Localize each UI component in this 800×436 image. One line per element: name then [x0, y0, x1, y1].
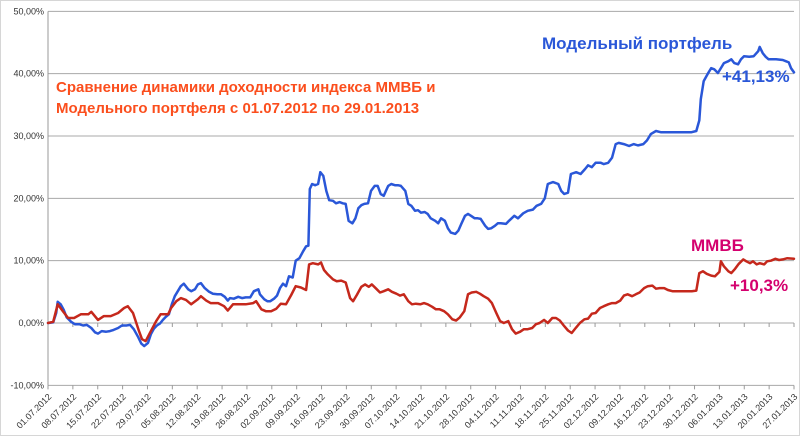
y-axis-tick-label: 30,00% — [13, 131, 44, 141]
series-label-model-portfolio: Модельный портфель — [542, 34, 733, 53]
y-axis-tick-label: -10,00% — [10, 380, 44, 390]
chart-title-line1: Сравнение динамики доходности индекса ММ… — [56, 79, 436, 96]
series-label-micex: ММВБ — [691, 236, 744, 255]
y-axis-tick-label: 0,00% — [18, 318, 44, 328]
series-line-micex — [46, 256, 796, 343]
y-axis-tick-label: 40,00% — [13, 69, 44, 79]
chart-title-line2: Модельного портфеля с 01.07.2012 по 29.0… — [56, 100, 420, 117]
series-end-value-model-portfolio: +41,13% — [722, 67, 790, 86]
chart-title: Сравнение динамики доходности индекса ММ… — [56, 77, 435, 119]
series-end-value-micex: +10,3% — [730, 276, 789, 295]
y-axis-tick-label: 10,00% — [13, 256, 44, 266]
y-axis-tick-label: 50,00% — [13, 6, 44, 16]
y-axis-tick-label: 20,00% — [13, 193, 44, 203]
